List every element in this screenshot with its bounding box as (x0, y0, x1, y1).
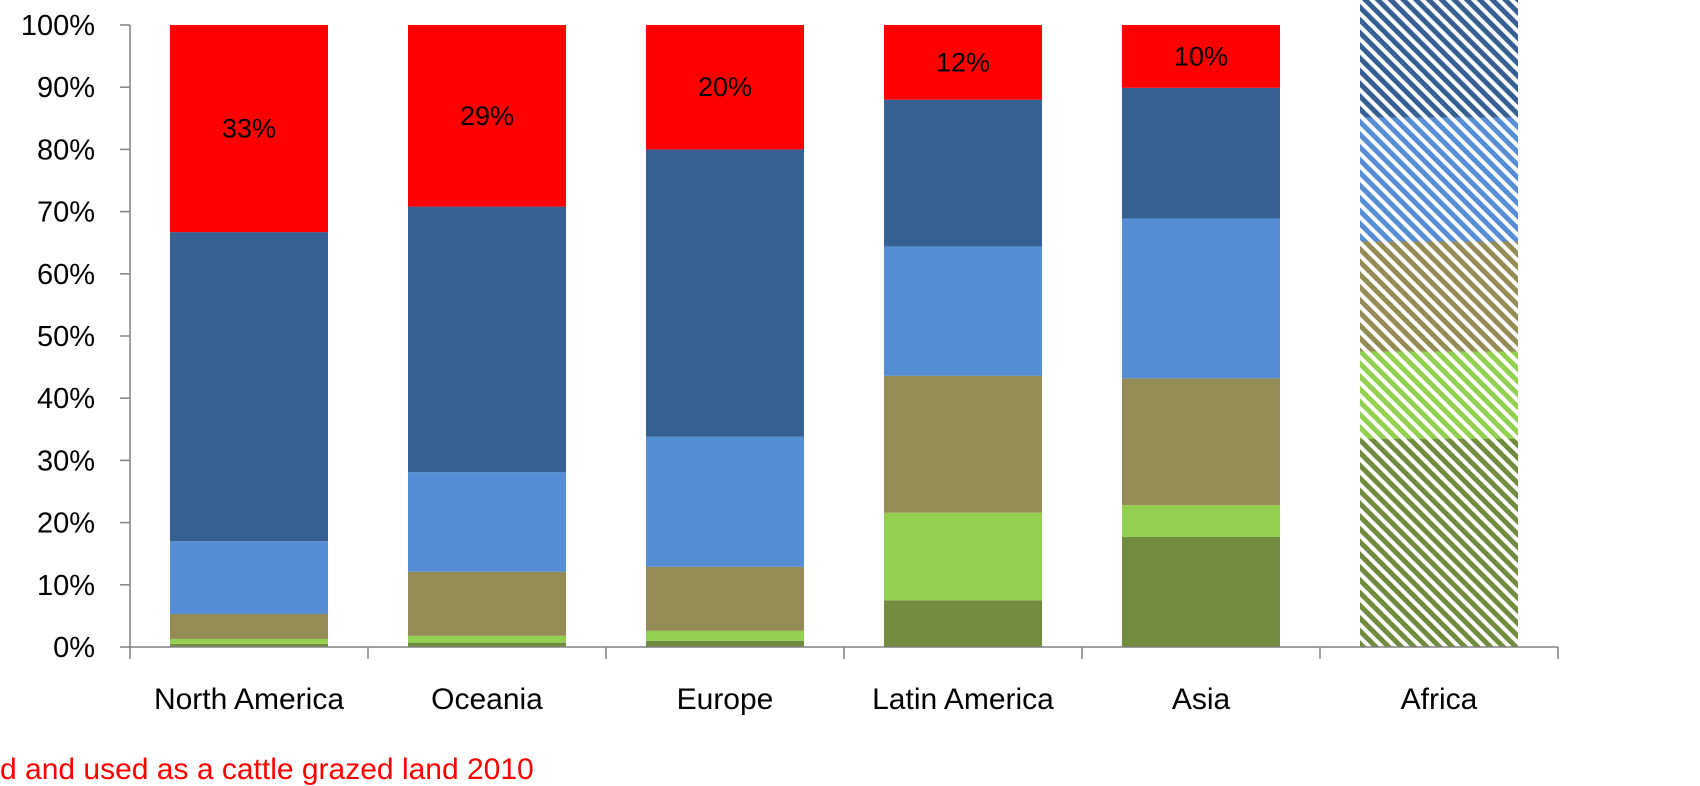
bar-segment (1122, 378, 1280, 506)
bar-segment (1360, 438, 1518, 647)
bar-segment (408, 571, 566, 636)
y-tick-label: 10% (37, 570, 95, 602)
category-label: Oceania (431, 683, 543, 716)
axes-group (120, 24, 1559, 659)
bar-segment (884, 246, 1042, 376)
y-tick-label: 50% (37, 321, 95, 353)
y-tick-label: 80% (37, 134, 95, 166)
bar-segment (408, 635, 566, 643)
bar-segment (170, 25, 328, 233)
bar-segment (884, 375, 1042, 513)
bar-segment (408, 472, 566, 572)
bar-segment (170, 232, 328, 542)
bar-segment (646, 630, 804, 641)
bar-segment (408, 206, 566, 473)
bar-segment (646, 25, 804, 150)
bar-segment (170, 614, 328, 639)
data-label: 10% (1174, 41, 1228, 71)
bar-segment (170, 541, 328, 615)
category-label: Europe (677, 683, 774, 716)
category-label: North America (154, 683, 344, 716)
bar-segment (884, 99, 1042, 247)
bar-segment (646, 149, 804, 437)
bar-segment (170, 643, 328, 647)
bar-segment (170, 638, 328, 644)
category-label: Latin America (872, 683, 1054, 716)
y-tick-label: 40% (37, 383, 95, 415)
bar-segment (1122, 218, 1280, 379)
y-tick-label: 100% (21, 10, 95, 42)
stacked-bar-chart: 33% North America 29% Oceania 20% Europe 12% La… (21, 0, 1559, 716)
bar-segment (1122, 536, 1280, 647)
bar-segment (1360, 0, 1518, 118)
y-tick-label: 20% (37, 508, 95, 540)
bar-segment (1360, 241, 1518, 352)
bar-segment (1122, 25, 1280, 88)
bar-segment (646, 640, 804, 647)
bar-segment (408, 642, 566, 647)
y-tick-label: 90% (37, 72, 95, 104)
data-label: 20% (698, 72, 752, 102)
bar-segment (884, 600, 1042, 647)
data-label: 12% (936, 47, 990, 77)
y-tick-label: 60% (37, 259, 95, 291)
y-tick-label: 70% (37, 197, 95, 229)
category-label: Asia (1172, 683, 1231, 716)
data-label: 29% (460, 101, 514, 131)
bar-segment (646, 566, 804, 631)
data-label: 33% (222, 114, 276, 144)
labels-group: 33% North America 29% Oceania 20% Europe 12% La… (21, 10, 1478, 716)
bar-segment (884, 25, 1042, 100)
y-tick-label: 30% (37, 445, 95, 477)
bar-segment (646, 436, 804, 567)
bar-segment (884, 512, 1042, 601)
bar-segment (1122, 87, 1280, 219)
bar-segment (408, 25, 566, 207)
bar-segment (1360, 117, 1518, 242)
bar-segment (1360, 351, 1518, 439)
bars-group (170, 0, 1518, 647)
bar-segment (1122, 505, 1280, 537)
y-tick-label: 0% (53, 632, 95, 664)
footnote-text: d and used as a cattle grazed land 2010 (0, 753, 534, 786)
category-label: Africa (1401, 683, 1478, 716)
